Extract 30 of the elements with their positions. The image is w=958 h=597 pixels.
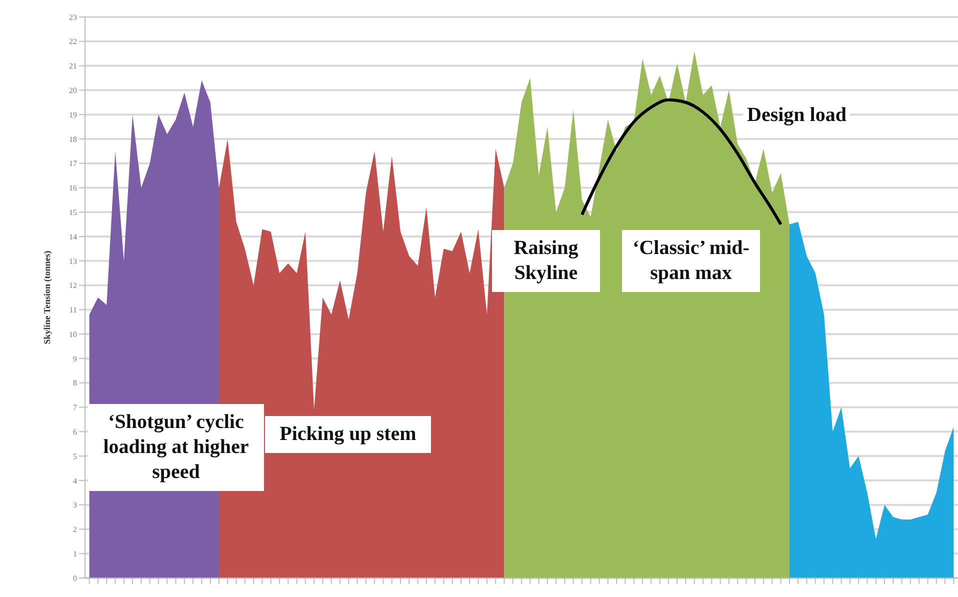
y-tick-label: 12 [69, 281, 77, 290]
y-tick-label: 2 [73, 525, 77, 534]
y-tick-label: 8 [73, 378, 77, 388]
y-tick-label: 16 [69, 184, 77, 193]
y-tick-label: 10 [69, 330, 77, 339]
y-tick-label: 19 [69, 110, 77, 120]
y-tick-label: 18 [69, 134, 77, 144]
y-tick-label: 9 [73, 354, 77, 364]
annotation: Raising Skyline [492, 230, 600, 292]
y-axis-title: Skyline Tension (tonnes) [42, 250, 52, 344]
y-tick-label: 17 [69, 159, 77, 168]
y-tick-label: 21 [69, 62, 77, 71]
annotation: ‘Classic’ mid-span max [622, 230, 760, 292]
y-tick-label: 6 [73, 427, 77, 436]
y-tick-label: 5 [73, 452, 77, 461]
y-tick-label: 20 [69, 86, 77, 96]
y-tick-label: 23 [69, 12, 77, 22]
y-tick-label: 0 [73, 574, 77, 583]
y-tick-label: 22 [69, 37, 77, 46]
y-tick-label: 3 [73, 500, 77, 510]
annotation: Picking up stem [265, 416, 431, 453]
annotation: ‘Shotgun’ cyclic loading at higher speed [88, 404, 264, 491]
y-tick-label: 15 [69, 208, 77, 217]
y-tick-label: 7 [73, 403, 77, 412]
series-label: Design load [743, 104, 850, 127]
y-tick-label: 4 [73, 476, 77, 486]
y-tick-label: 11 [69, 306, 77, 315]
y-tick-label: 1 [73, 549, 77, 558]
y-tick-label: 14 [69, 232, 77, 242]
y-tick-label: 13 [69, 256, 77, 266]
